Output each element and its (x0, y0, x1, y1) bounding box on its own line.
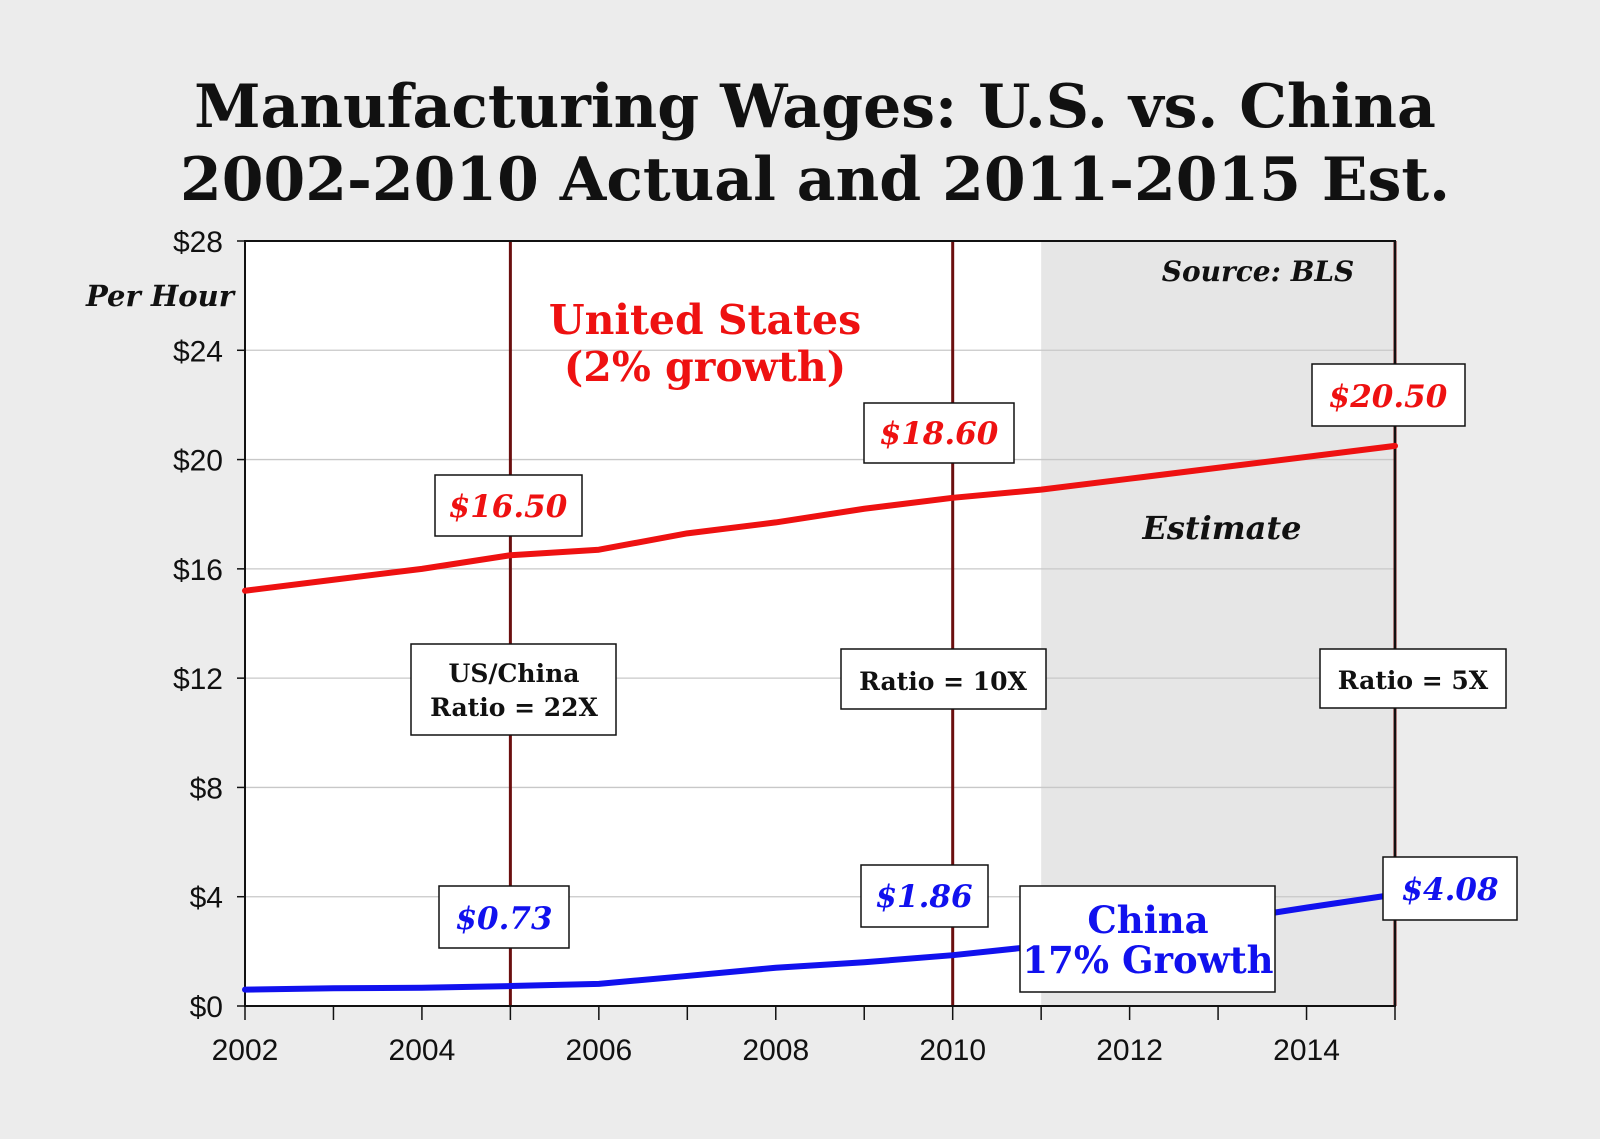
y-tick-label: $4 (190, 882, 223, 915)
us-growth-label: (2% growth) (564, 343, 846, 391)
ratio-2005: US/China Ratio = 22X (410, 643, 617, 736)
callout-box (863, 402, 1015, 464)
estimate-label: Estimate (1141, 509, 1301, 547)
ratio-2005-line1: US/China (449, 659, 580, 688)
callout-cn-2005: $0.73 (438, 885, 570, 949)
cn-2010-value: $1.86 (875, 879, 972, 915)
y-tick-label: $8 (190, 772, 223, 805)
x-tick-label: 2010 (919, 1034, 986, 1067)
callout-us-2005: $16.50 (434, 474, 583, 537)
callout-box (860, 864, 989, 928)
y-tick-label: $16 (173, 554, 223, 587)
ratio-2015-value: Ratio = 5X (1338, 666, 1489, 695)
cn-2015-value: $4.08 (1401, 872, 1498, 908)
china-series-name: China (1087, 898, 1208, 942)
x-tick-label: 2008 (742, 1034, 809, 1067)
cn-2005-value: $0.73 (455, 901, 552, 937)
callout-box (434, 474, 583, 537)
ratio-2015: Ratio = 5X (1319, 648, 1507, 709)
ratio-box (1319, 648, 1507, 709)
y-tick-label: $0 (190, 991, 223, 1024)
x-tick-label: 2002 (212, 1034, 279, 1067)
us-2005-value: $16.50 (449, 489, 568, 525)
callout-cn-2015: $4.08 (1382, 856, 1518, 921)
x-tick-label: 2004 (389, 1034, 456, 1067)
y-tick-label: $12 (173, 663, 223, 696)
plot-frame (244, 240, 1396, 1007)
x-axis: 2002 2004 2006 2008 2010 2012 2014 (212, 1006, 1396, 1067)
x-tick-label: 2012 (1096, 1034, 1163, 1067)
y-tick-label: $28 (173, 226, 223, 259)
ratio-2010-value: Ratio = 10X (859, 667, 1027, 696)
source-label: Source: BLS (1162, 255, 1355, 288)
ratio-box (840, 648, 1047, 710)
united-states-series-line (242, 442, 1398, 594)
x-tick-label: 2006 (565, 1034, 632, 1067)
callout-box (1382, 856, 1518, 921)
us-2015-value: $20.50 (1329, 379, 1448, 415)
ratio-2010: Ratio = 10X (840, 648, 1047, 710)
chart-title: Manufacturing Wages: U.S. vs. China (194, 72, 1436, 142)
china-label-box: China 17% Growth (1019, 885, 1276, 993)
china-growth-label: 17% Growth (1022, 938, 1273, 982)
callout-us-2015: $20.50 (1311, 363, 1466, 427)
callout-us-2010: $18.60 (863, 402, 1015, 464)
y-tick-label: $20 (173, 445, 223, 478)
y-tick-label: $24 (173, 335, 223, 368)
us-series-name: United States (549, 296, 861, 344)
y-axis-label: Per Hour (85, 279, 237, 313)
us-2010-value: $18.60 (880, 416, 999, 452)
grid-lines (245, 349, 1395, 898)
chart-subtitle: 2002-2010 Actual and 2011-2015 Est. (180, 145, 1450, 215)
ratio-2005-line2: Ratio = 22X (430, 693, 598, 722)
y-axis: $0 $4 $8 $12 $16 $20 $24 $28 (173, 226, 245, 1024)
callout-box (1311, 363, 1466, 427)
callout-box (438, 885, 570, 949)
x-tick-label: 2014 (1273, 1034, 1340, 1067)
ratio-box (410, 643, 617, 736)
china-box (1019, 885, 1276, 993)
callout-cn-2010: $1.86 (860, 864, 989, 928)
